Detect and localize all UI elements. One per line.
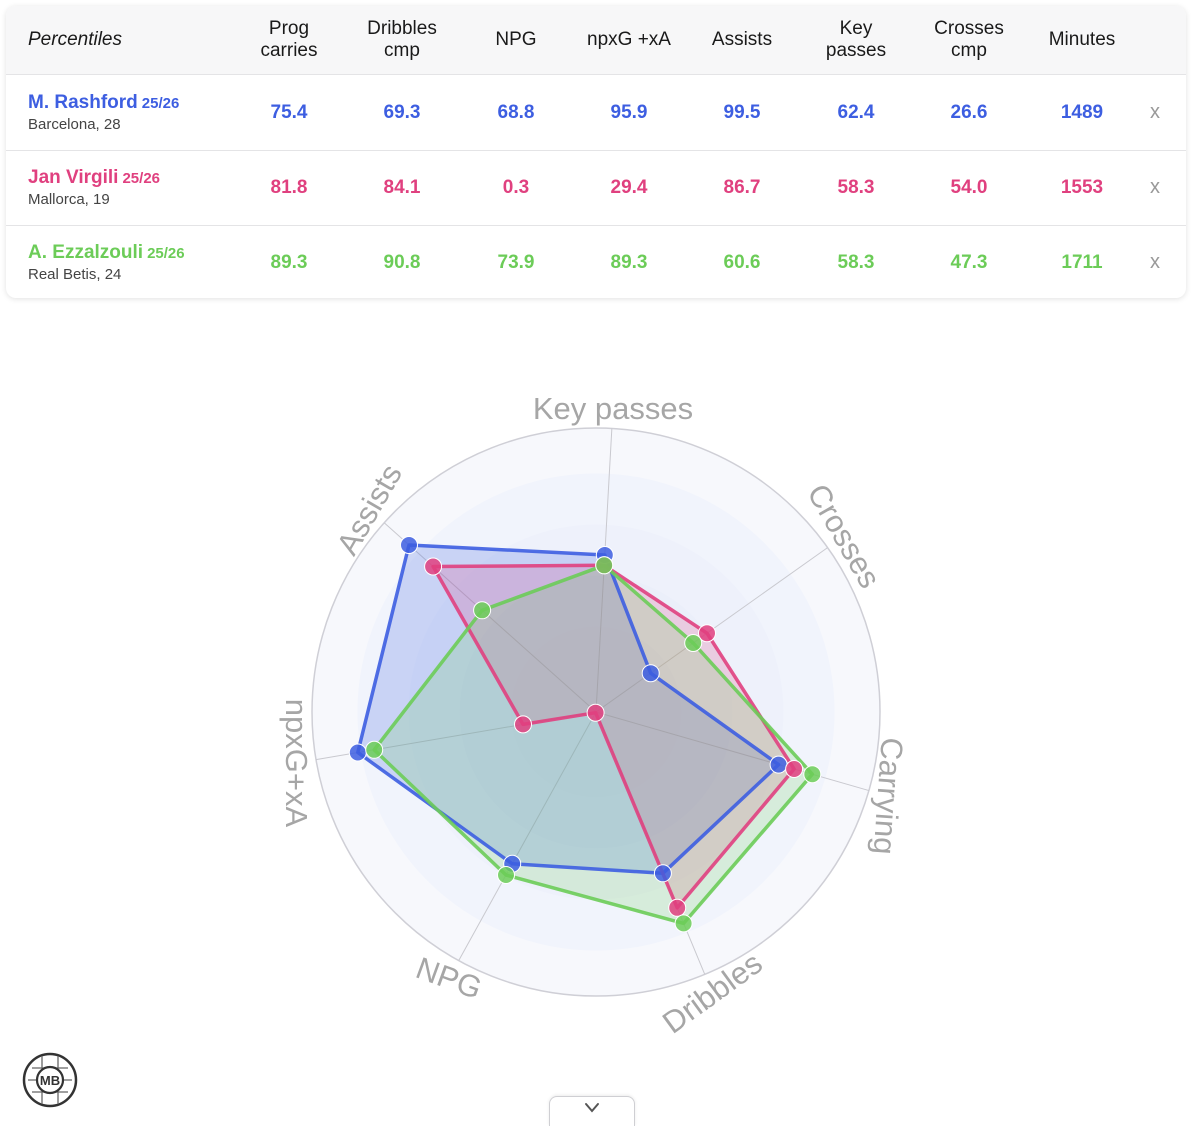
radar-axis-line <box>383 522 597 713</box>
column-header-line: Dribbles <box>367 18 437 39</box>
column-header-line: npxG +xA <box>587 29 671 50</box>
radar-data-point <box>348 743 367 762</box>
column-header-line: NPG <box>495 29 537 50</box>
player-row: A. Ezzalzouli 25/26 Real Betis, 24 89.3 90.8… <box>6 225 1186 298</box>
column-header-line: Minutes <box>1048 29 1116 50</box>
table-cell: 69.3 <box>383 101 421 123</box>
table-cell: 1489 <box>1060 101 1104 123</box>
column-header[interactable]: Prog carries <box>234 6 344 74</box>
svg-text:MB: MB <box>40 1073 60 1088</box>
radar-data-point <box>400 536 418 554</box>
radar-data-point <box>586 703 605 722</box>
table-cell: 60.6 <box>723 251 761 273</box>
radar-axis-line <box>595 711 870 792</box>
chevron-down-icon <box>585 1103 599 1113</box>
radar-data-point <box>668 898 687 917</box>
player-club-age: Mallorca, 19 <box>28 191 110 208</box>
player-row: M. Rashford 25/26 Barcelona, 28 75.4 69.3 68.… <box>6 75 1186 151</box>
table-cell: 89.3 <box>610 251 648 273</box>
radar-series-line <box>431 563 796 910</box>
radar-axis-label: Key passes <box>533 391 693 426</box>
column-header-line: Crosses <box>934 18 1004 39</box>
table-cell: 0.3 <box>502 176 530 198</box>
radar-data-point <box>595 556 614 575</box>
column-header-line: Prog <box>268 18 310 39</box>
table-cell: 29.4 <box>610 176 648 198</box>
table-cell: 47.3 <box>950 251 988 273</box>
table-cell: 58.3 <box>837 176 875 198</box>
column-header-line: carries <box>260 40 318 61</box>
radar-data-point <box>674 914 693 933</box>
column-header-line: cmp <box>384 40 420 61</box>
table-cell: 99.5 <box>723 101 761 123</box>
header-percentiles: Percentiles <box>28 29 122 50</box>
column-header[interactable]: Key passes <box>801 6 911 74</box>
table-cell: 73.9 <box>497 251 535 273</box>
radar-area-1 <box>433 565 795 908</box>
column-header[interactable]: Crosses cmp <box>914 6 1024 74</box>
radar-data-point <box>803 765 822 784</box>
column-header-line: Key <box>839 18 873 39</box>
radar-data-point <box>653 864 672 883</box>
radar-data-point <box>698 624 716 643</box>
radar-data-point <box>514 715 532 734</box>
radar-data-point <box>497 866 515 884</box>
radar-area-0 <box>357 545 779 874</box>
expand-toggle-button[interactable] <box>549 1096 635 1126</box>
player-season: 25/26 <box>141 95 180 112</box>
radar-chart: Key passesCrossesCarryingDribblesNPGnpxG… <box>279 391 910 1040</box>
table-cell: 1553 <box>1060 176 1104 198</box>
comparison-table: Percentiles Prog carries Dribbles cmp NPG npx… <box>6 6 1186 298</box>
table-cell: 62.4 <box>837 101 875 123</box>
remove-player-button[interactable]: x <box>1150 176 1160 198</box>
table-cell: 58.3 <box>837 251 875 273</box>
radar-data-point <box>365 740 384 759</box>
radar-data-point <box>684 634 703 652</box>
column-header[interactable]: npxG +xA <box>574 6 684 74</box>
table-cell: 81.8 <box>270 176 308 198</box>
table-cell: 54.0 <box>950 176 988 198</box>
table-cell: 68.8 <box>497 101 535 123</box>
column-header-line: Assists <box>711 29 773 50</box>
table-cell: 95.9 <box>610 101 648 123</box>
column-header-line: passes <box>825 40 887 61</box>
player-club-age: Barcelona, 28 <box>28 116 121 133</box>
player-name-text: Jan Virgili <box>28 167 119 188</box>
radar-axis-line <box>458 711 597 961</box>
radar-data-point <box>424 557 443 576</box>
radar-data-point <box>473 601 492 620</box>
radar-axis-label: Carrying <box>867 736 910 855</box>
column-header[interactable]: Minutes <box>1027 6 1137 74</box>
radar-axis-label: npxG+xA <box>279 699 314 828</box>
remove-player-button[interactable]: x <box>1150 101 1160 123</box>
table-cell: 26.6 <box>950 101 988 123</box>
radar-data-point <box>785 760 804 778</box>
table-cell: 89.3 <box>270 251 308 273</box>
column-header-line: cmp <box>951 40 987 61</box>
column-header[interactable]: NPG <box>461 6 571 74</box>
player-name[interactable]: A. Ezzalzouli 25/26 <box>28 242 185 264</box>
table-cell: 75.4 <box>270 101 308 123</box>
player-name-text: A. Ezzalzouli <box>28 242 144 263</box>
player-name-text: M. Rashford <box>28 92 138 113</box>
player-season: 25/26 <box>147 245 185 262</box>
column-header[interactable]: Dribbles cmp <box>347 6 457 74</box>
player-name[interactable]: Jan Virgili 25/26 <box>28 167 160 189</box>
table-cell: 1711 <box>1061 251 1103 273</box>
radar-data-point <box>769 755 788 774</box>
radar-data-point <box>641 664 660 683</box>
player-season: 25/26 <box>122 170 161 187</box>
table-cell: 90.8 <box>383 251 421 273</box>
table-cell: 86.7 <box>723 176 761 198</box>
player-club-age: Real Betis, 24 <box>28 266 122 283</box>
remove-player-button[interactable]: x <box>1150 251 1160 273</box>
table-header: Percentiles Prog carries Dribbles cmp NPG npx… <box>6 6 1186 75</box>
radar-series-line <box>356 543 781 876</box>
column-header[interactable]: Assists <box>687 6 797 74</box>
player-row: Jan Virgili 25/26 Mallorca, 19 81.8 84.1 0.3 2… <box>6 150 1186 226</box>
mb-logo-icon: MB <box>22 1052 78 1108</box>
table-cell: 84.1 <box>383 176 421 198</box>
radar-series-line <box>372 563 815 926</box>
player-name[interactable]: M. Rashford 25/26 <box>28 92 179 114</box>
